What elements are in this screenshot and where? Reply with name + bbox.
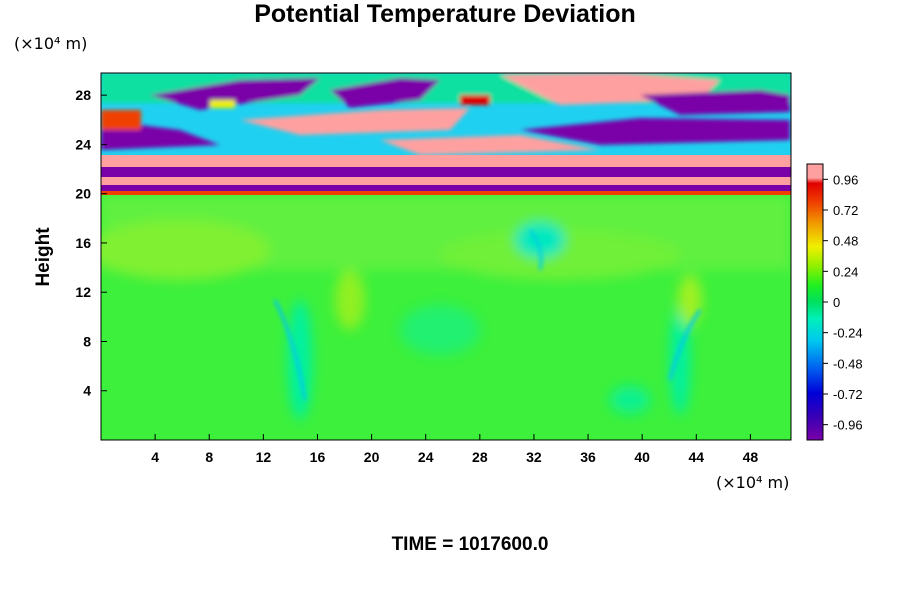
x-tick-label: 44: [689, 449, 705, 465]
colorbar-tick-label: 0.48: [833, 234, 858, 249]
y-tick-label: 8: [83, 333, 91, 349]
band-red-edge: [101, 191, 791, 195]
colorbar-tick-label: 0: [833, 295, 840, 310]
y-axis-ticks: 4 8 12 16 20 24 28: [75, 87, 107, 399]
colorbar-tick-label: -0.96: [833, 418, 863, 433]
y-tick-label: 12: [75, 284, 91, 300]
band-pink-2: [101, 177, 791, 185]
y-tick-label: 16: [75, 235, 91, 251]
x-tick-label: 24: [418, 449, 434, 465]
colorbar-tick-label: 0.96: [833, 172, 858, 187]
x-tick-label: 12: [256, 449, 272, 465]
y-tick-label: 28: [75, 87, 91, 103]
band-purple-1: [101, 167, 791, 177]
x-tick-label: 20: [364, 449, 380, 465]
x-tick-label: 4: [151, 449, 159, 465]
colorbar-ticks: 0.96 0.72 0.48 0.24 0 -0.24 -0.48 -0.72 -0.96: [823, 172, 863, 433]
x-tick-label: 48: [743, 449, 759, 465]
colorbar-tick-label: -0.48: [833, 356, 863, 371]
colorbar-tick-label: -0.24: [833, 326, 863, 341]
band-pink-1: [101, 155, 791, 167]
colorbar: [806, 163, 824, 441]
x-tick-label: 36: [580, 449, 596, 465]
time-label: TIME = 1017600.0: [392, 534, 549, 555]
colorbar-tick-label: 0.72: [833, 203, 858, 218]
x-tick-label: 28: [472, 449, 488, 465]
y-unit-label: (×10⁴ m): [14, 34, 87, 53]
x-unit-label: (×10⁴ m): [716, 473, 789, 492]
band-purple-2: [101, 185, 791, 191]
plot-frame: [100, 72, 792, 441]
y-tick-label: 24: [75, 136, 91, 152]
colorbar-tick-label: 0.24: [833, 264, 858, 279]
x-tick-label: 40: [634, 449, 650, 465]
x-tick-label: 32: [526, 449, 542, 465]
x-tick-label: 8: [205, 449, 213, 465]
colorbar-tick-label: -0.72: [833, 387, 863, 402]
y-axis-label: Height: [33, 227, 54, 287]
x-axis-ticks: 4 8 12 16 20 24 28 32 36 40 44 48: [151, 434, 758, 465]
y-tick-label: 20: [75, 186, 91, 202]
x-tick-label: 16: [310, 449, 326, 465]
heatmap-field: [101, 73, 791, 440]
y-tick-label: 4: [83, 383, 91, 399]
chart-title: Potential Temperature Deviation: [254, 0, 636, 28]
